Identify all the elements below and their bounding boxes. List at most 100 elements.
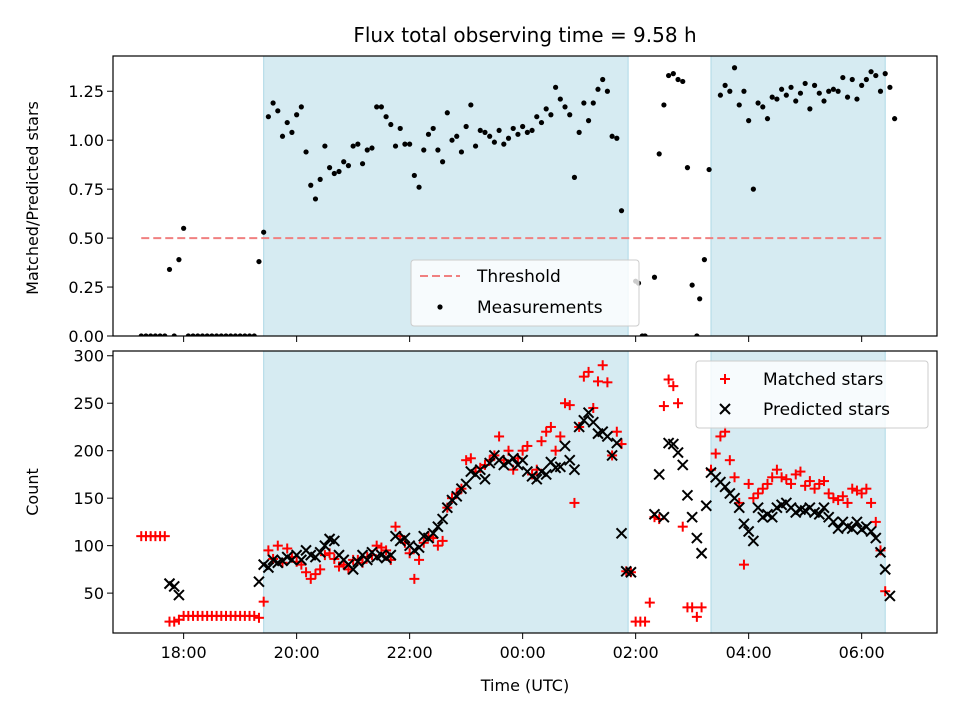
bottom-predicted-point — [747, 535, 760, 547]
top-measurement-point — [666, 72, 672, 79]
top-measurement-point — [873, 72, 879, 79]
top-measurement-point — [538, 119, 545, 126]
top-measurement-point — [807, 106, 813, 112]
top-y-axis-label: Matched/Predicted stars — [23, 101, 42, 295]
top-measurement-point — [491, 139, 497, 145]
top-panel: 0.00 0.25 0.50 0.75 1.00 1.25 Threshold Measure… — [68, 55, 938, 346]
bottom-matched-point — [569, 497, 580, 508]
top-measurement-point — [811, 82, 818, 88]
bottom-predicted-point — [667, 438, 680, 450]
top-measurement-point — [689, 282, 695, 288]
bottom-matched-point — [272, 540, 283, 551]
top-measurement-point — [835, 88, 841, 94]
top-measurement-point — [407, 141, 413, 147]
bottom-matched-point — [795, 466, 806, 477]
top-measurement-point — [788, 84, 794, 90]
bottom-predicted-point — [851, 516, 863, 528]
top-measurement-point — [731, 65, 738, 71]
top-measurement-point — [697, 296, 703, 302]
top-y-tick-label: 0.25 — [68, 278, 104, 297]
top-measurement-point — [444, 110, 450, 116]
bottom-matched-point — [253, 612, 264, 623]
top-measurement-point — [364, 147, 370, 153]
top-measurement-point — [821, 98, 827, 104]
bottom-predicted-point — [742, 525, 755, 538]
top-measurement-point — [892, 116, 898, 122]
bottom-y-tick-label: 300 — [73, 347, 104, 366]
top-measurement-point — [435, 147, 441, 153]
legend-matched-swatch — [720, 374, 730, 384]
bottom-predicted-point — [474, 463, 486, 476]
top-measurement-point — [148, 333, 154, 336]
top-measurement-point — [458, 149, 465, 155]
bottom-predicted-point — [295, 554, 308, 566]
top-measurement-point — [355, 141, 361, 147]
top-measurement-point — [166, 266, 173, 273]
bottom-matched-point — [282, 543, 293, 554]
top-measurement-point — [303, 149, 309, 155]
bottom-matched-point — [776, 472, 787, 483]
top-measurement-point — [246, 333, 253, 336]
bottom-matched-point — [578, 371, 589, 382]
top-measurement-point — [562, 104, 568, 110]
top-measurement-point — [642, 333, 648, 336]
top-measurement-point — [265, 114, 271, 120]
top-plot-area — [138, 56, 898, 336]
top-measurement-point — [529, 127, 535, 134]
top-measurement-point — [741, 88, 747, 94]
top-measurement-point — [143, 333, 149, 336]
top-measurement-point — [294, 112, 300, 118]
bottom-matched-point — [592, 376, 603, 387]
bottom-matched-point — [301, 567, 312, 578]
top-measurement-point — [256, 258, 262, 265]
bottom-matched-point — [715, 431, 726, 442]
top-measurement-point — [760, 104, 766, 110]
bottom-matched-point — [583, 366, 594, 377]
top-measurement-point — [411, 172, 417, 179]
top-measurement-point — [496, 127, 502, 134]
bottom-matched-point — [658, 401, 669, 412]
bottom-matched-point — [724, 455, 735, 466]
bottom-matched-point — [738, 559, 749, 570]
top-measurement-point — [345, 163, 352, 169]
bottom-predicted-point — [728, 492, 741, 504]
top-measurement-point — [421, 147, 427, 153]
top-measurement-point — [181, 225, 187, 231]
top-measurement-point — [816, 90, 822, 96]
top-measurement-point — [595, 86, 601, 92]
bottom-matched-point — [837, 491, 848, 502]
top-measurement-point — [680, 78, 686, 85]
top-measurement-point — [449, 137, 455, 143]
top-measurement-point — [440, 159, 446, 165]
top-measurement-point — [402, 141, 408, 147]
top-measurement-point — [270, 100, 276, 106]
bottom-predicted-point — [700, 500, 712, 512]
bottom-predicted-point — [253, 576, 265, 588]
top-measurement-point — [576, 129, 582, 135]
top-y-tick-label: 1.00 — [68, 131, 104, 150]
top-measurement-point — [750, 186, 756, 192]
bottom-matched-point — [541, 426, 552, 437]
top-measurement-point — [802, 80, 808, 87]
top-measurement-point — [392, 143, 399, 149]
top-measurement-point — [223, 333, 229, 336]
legend-predicted-swatch — [719, 403, 731, 415]
top-measurement-point — [604, 88, 611, 94]
bottom-predicted-point — [738, 518, 750, 530]
bottom-y-tick-label: 50 — [84, 584, 104, 603]
top-measurement-point — [717, 92, 724, 98]
top-measurement-point — [430, 125, 436, 132]
top-measurement-point — [548, 112, 554, 118]
bottom-matched-point — [159, 531, 170, 542]
top-measurement-point — [326, 165, 333, 171]
top-measurement-point — [859, 82, 865, 88]
top-measurement-point — [590, 100, 596, 106]
top-measurement-point — [374, 104, 380, 110]
bottom-x-tick-label: 22:00 — [387, 643, 433, 662]
bottom-predicted-point — [884, 590, 896, 602]
top-measurement-point — [510, 125, 516, 132]
x-axis-label: Time (UTC) — [480, 676, 569, 695]
top-legend: Threshold Measurements — [410, 259, 640, 327]
bottom-y-axis-label: Count — [23, 468, 42, 516]
